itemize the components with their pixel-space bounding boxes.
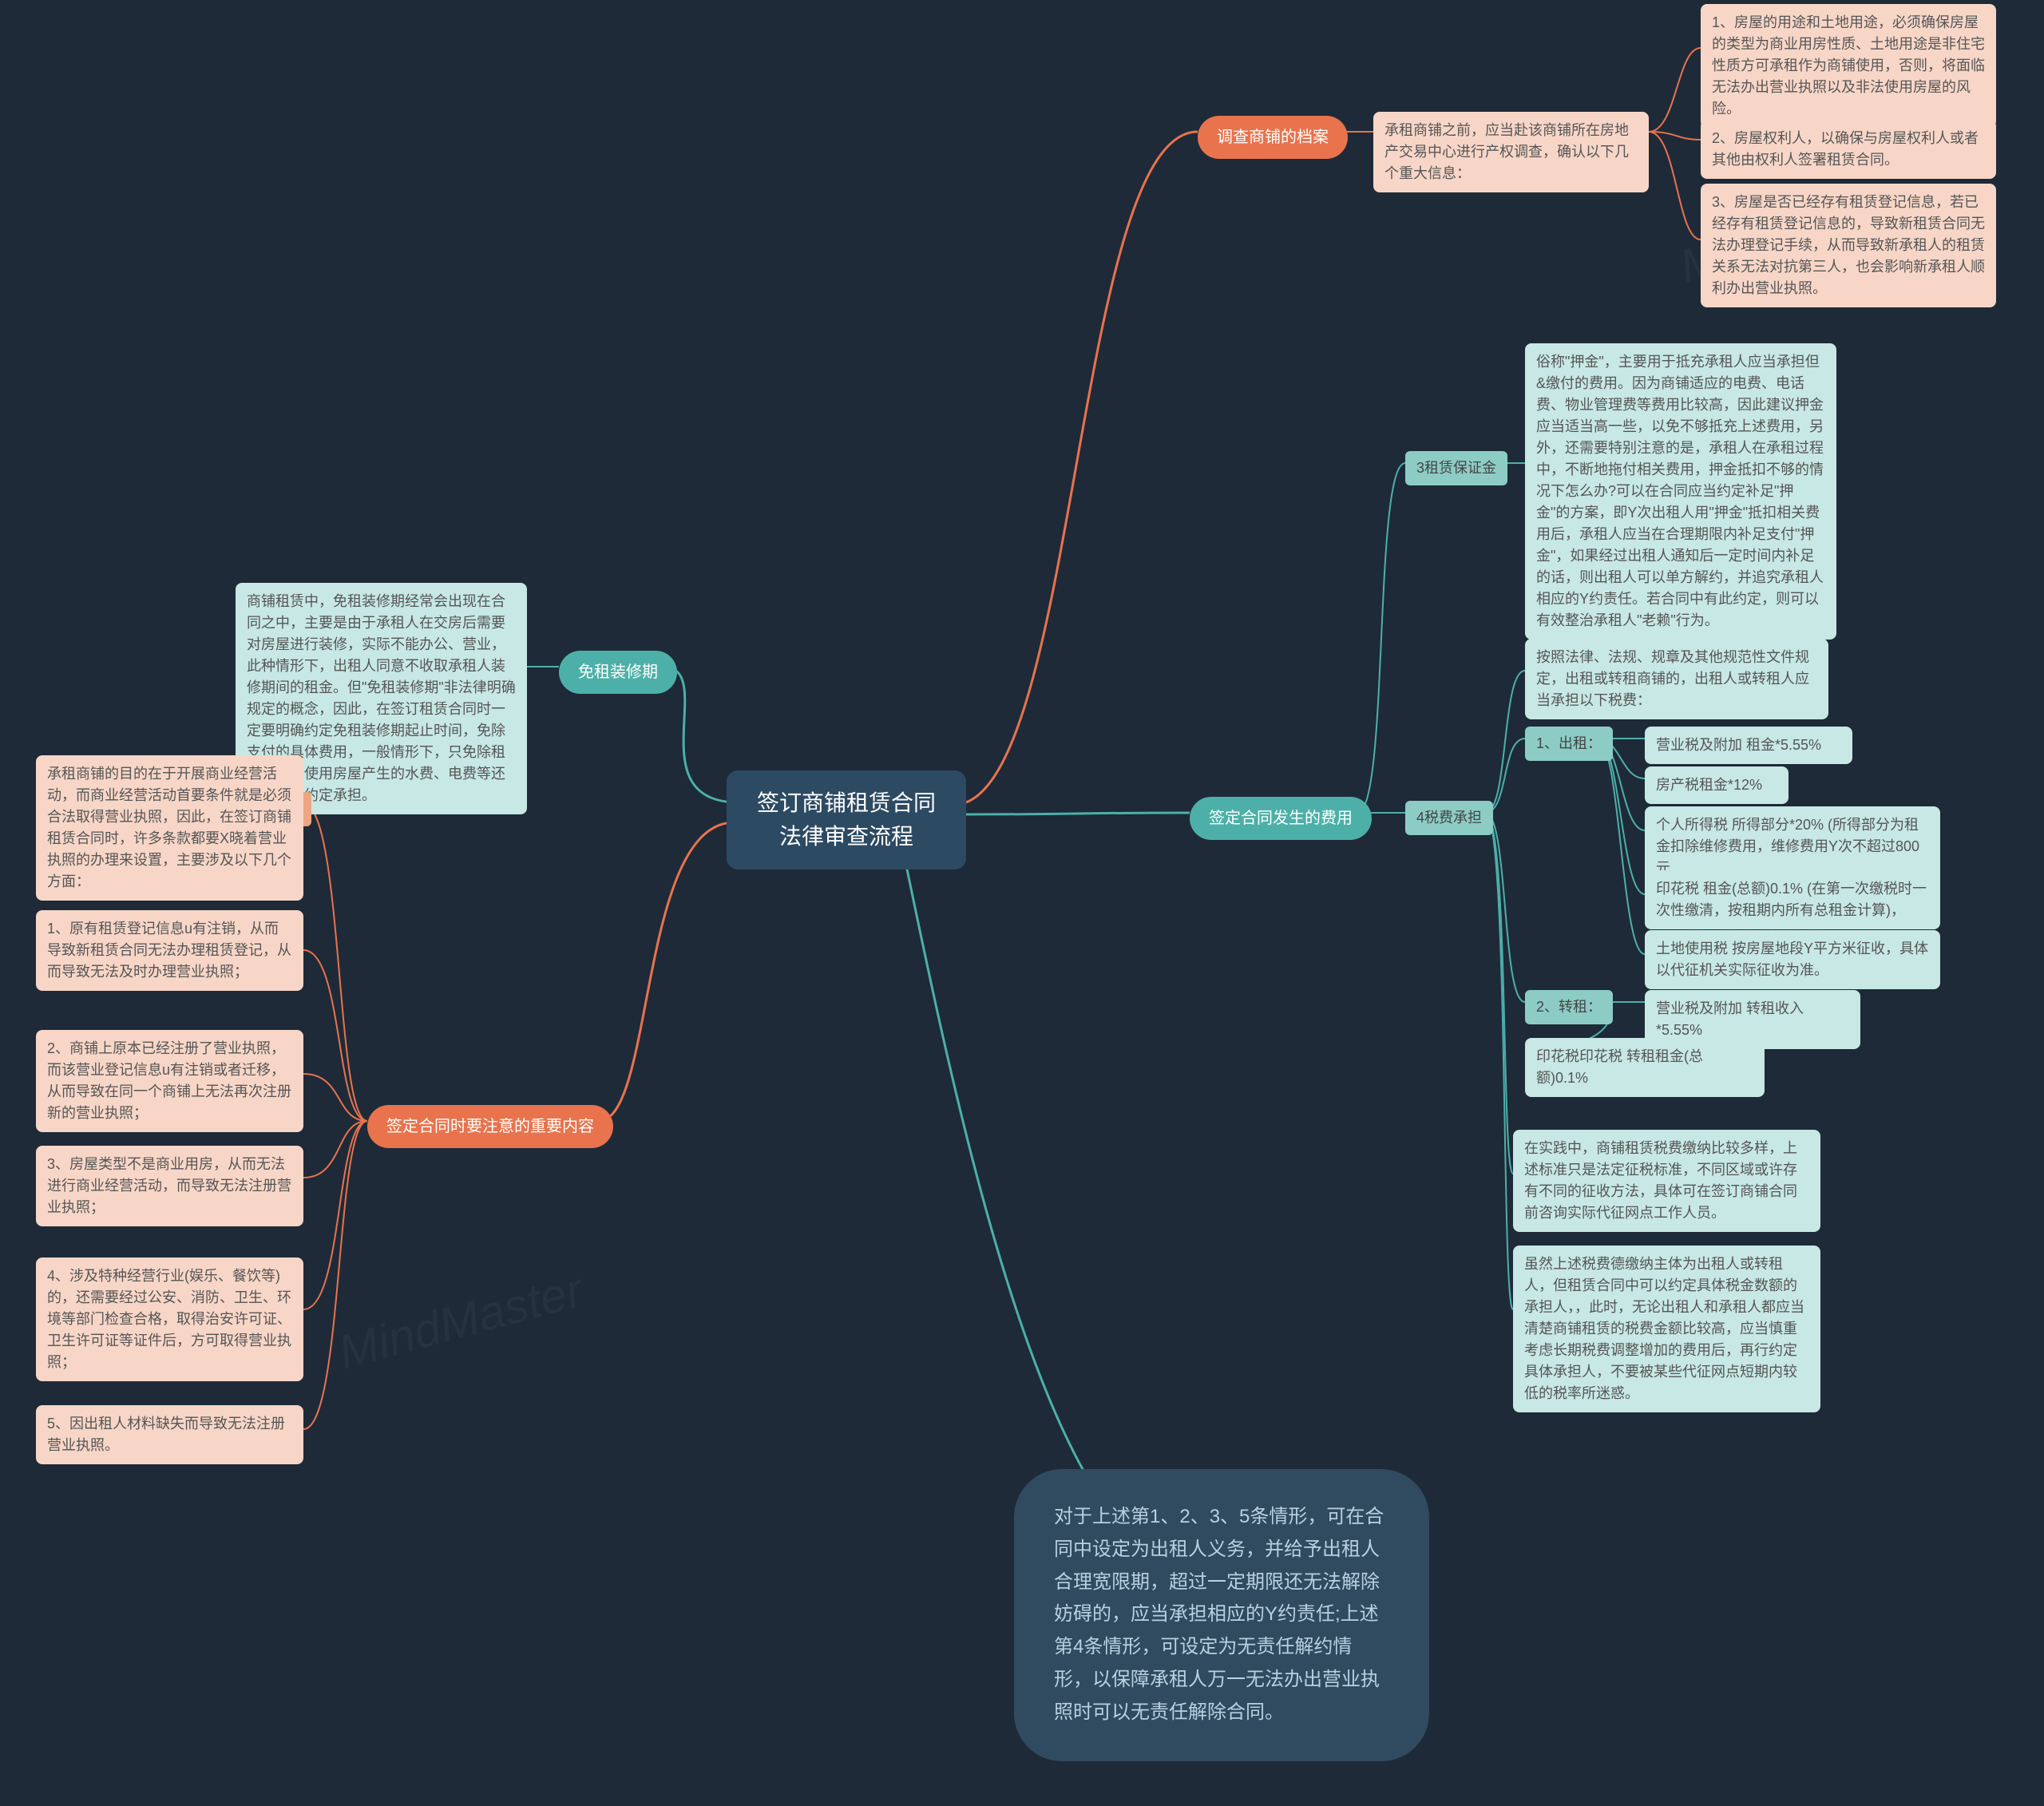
leaf-license-3: 3、房屋类型不是商业用房，从而无法进行商业经营活动，而导致无法注册营业执照； — [36, 1146, 303, 1226]
leaf-tax-intro: 按照法律、法规、规章及其他规范性文件规定，出租或转租商铺的，出租人或转租人应当承… — [1525, 639, 1828, 719]
leaf-license-desc: 承租商铺的目的在于开展商业经营活动，而商业经营活动首要条件就是必须合法取得营业执… — [36, 755, 303, 901]
subnode-rent-out[interactable]: 1、出租： — [1525, 727, 1613, 761]
leaf-license-1: 1、原有租赁登记信息u有注销，从而导致新租赁合同无法办理租赁登记，从而导致无法及… — [36, 910, 303, 991]
leaf-investigate-3: 3、房屋是否已经存有租赁登记信息，若已经存有租赁登记信息的，导致新租赁合同无法办… — [1701, 184, 1996, 307]
branch-important-content[interactable]: 签定合同时要注意的重要内容 — [367, 1105, 613, 1148]
summary-bubble: 对于上述第1、2、3、5条情形，可在合同中设定为出租人义务，并给予出租人合理宽限… — [1014, 1469, 1429, 1761]
leaf-deposit-desc: 俗称"押金"，主要用于抵充承租人应当承担但&缴付的费用。因为商铺适应的电费、电话… — [1525, 343, 1836, 640]
leaf-tax-5: 土地使用税 按房屋地段Y平方米征收，具体以代征机关实际征收为准。 — [1645, 930, 1940, 989]
leaf-tax-1: 营业税及附加 租金*5.55% — [1645, 727, 1852, 764]
branch-investigate[interactable]: 调查商铺的档案 — [1198, 116, 1348, 159]
leaf-license-5: 5、因出租人材料缺失而导致无法注册营业执照。 — [36, 1405, 303, 1464]
leaf-tax-4: 印花税 租金(总额)0.1% (在第一次缴税时一次性缴清，按租期内所有总租金计算… — [1645, 870, 1940, 929]
subnode-tax[interactable]: 4税费承担 — [1405, 801, 1493, 835]
leaf-license-4: 4、涉及特种经营行业(娱乐、餐饮等)的，还需要经过公安、消防、卫生、环境等部门检… — [36, 1257, 303, 1381]
leaf-tax-note-1: 在实践中，商铺租赁税费缴纳比较多样，上述标准只是法定征税标准，不同区域或许存有不… — [1513, 1130, 1820, 1232]
leaf-investigate-2: 2、房屋权利人，以确保与房屋权利人或者其他由权利人签署租赁合同。 — [1701, 120, 1996, 179]
branch-fees[interactable]: 签定合同发生的费用 — [1190, 797, 1372, 840]
leaf-investigate-desc: 承租商铺之前，应当赴该商铺所在房地产交易中心进行产权调查，确认以下几个重大信息： — [1373, 112, 1649, 192]
leaf-license-2: 2、商铺上原本已经注册了营业执照，而该营业登记信息u有注销或者迁移，从而导致在同… — [36, 1030, 303, 1132]
watermark: MindMaster — [332, 1262, 588, 1380]
leaf-tax-2: 房产税租金*12% — [1645, 766, 1788, 804]
leaf-investigate-1: 1、房屋的用途和土地用途，必须确保房屋的类型为商业用房性质、土地用途是非住宅性质… — [1701, 4, 1996, 128]
leaf-sublet-2: 印花税印花税 转租租金(总额)0.1% — [1525, 1038, 1765, 1097]
subnode-sublet[interactable]: 2、转租： — [1525, 990, 1613, 1024]
leaf-tax-note-2: 虽然上述税费德缴纳主体为出租人或转租人，但租赁合同中可以约定具体税金数额的承担人… — [1513, 1246, 1820, 1412]
subnode-deposit[interactable]: 3租赁保证金 — [1405, 451, 1507, 485]
branch-free-rent[interactable]: 免租装修期 — [559, 651, 677, 694]
root-node[interactable]: 签订商铺租赁合同法律审查流程 — [727, 770, 966, 869]
